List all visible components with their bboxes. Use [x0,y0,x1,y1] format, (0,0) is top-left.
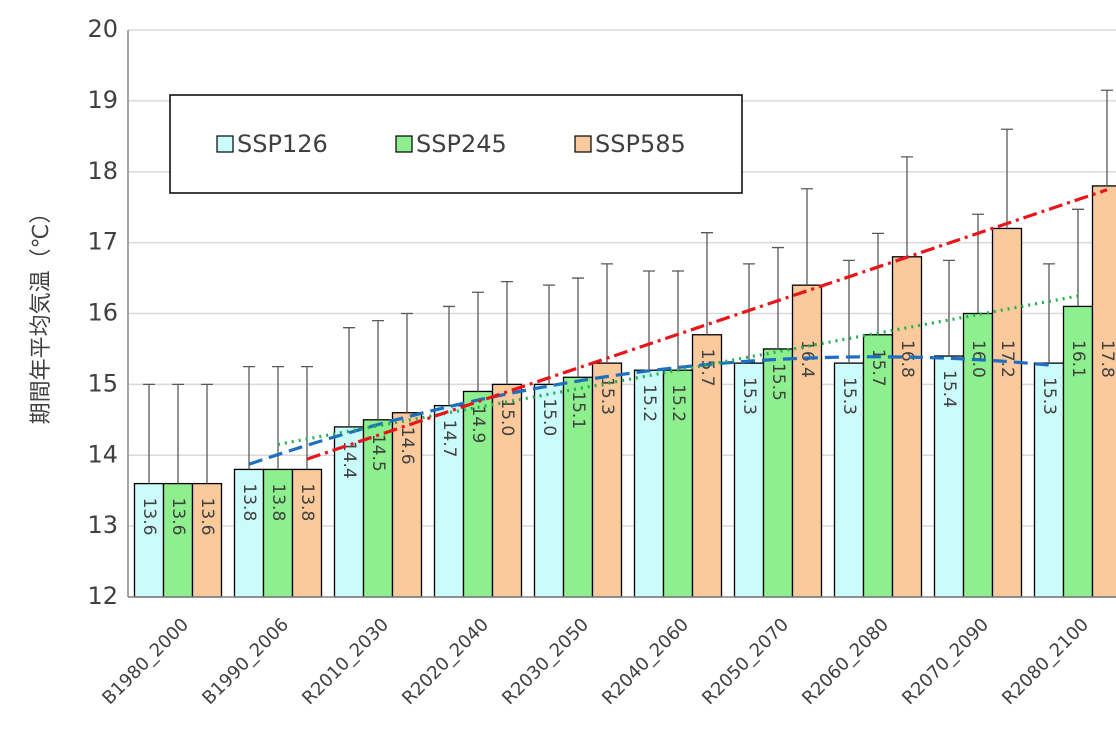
error-bar [901,156,913,257]
bar [391,412,423,598]
error-bar [143,383,155,484]
error-bar [201,383,213,484]
value-label: 14.9 [468,405,488,443]
error-bar [772,246,784,349]
error-bar [1043,263,1055,364]
bar [733,362,765,598]
value-label: 13.6 [197,498,217,536]
error-bar [501,280,513,385]
value-label: 15.7 [697,349,717,387]
bar [191,482,223,598]
value-label: 14.5 [368,434,388,472]
error-bar [672,270,684,371]
value-label: 15.3 [1039,377,1059,415]
value-label: 15.2 [639,384,659,422]
bar [991,227,1023,598]
value-label: 15.1 [568,391,588,429]
legend-box [169,94,743,194]
error-bar [443,305,455,406]
bar [262,468,294,598]
bar [862,334,894,598]
error-bar [943,259,955,357]
error-bar [972,213,984,314]
value-label: 14.7 [439,420,459,458]
error-bar [172,383,184,484]
y-tick-label: 15 [87,369,118,397]
trend-line [277,294,1079,446]
bar [291,468,323,598]
legend-label: SSP126 [237,130,328,158]
error-bar [743,263,755,364]
y-tick-label: 18 [87,157,118,185]
y-tick-label: 17 [87,228,118,256]
error-bar [872,232,884,335]
value-label: 13.8 [268,483,288,521]
error-bar [1001,128,1013,229]
error-bar [801,188,813,286]
error-bar [372,319,384,420]
bar [791,284,823,598]
value-label: 15.0 [497,398,517,436]
error-bar [272,366,284,470]
bar [933,355,965,598]
error-bar [601,263,613,364]
y-tick-label: 16 [87,299,118,327]
error-bar [572,277,584,378]
legend-label: SSP585 [595,130,686,158]
bar [591,362,623,598]
value-label: 13.6 [139,498,159,536]
bar [133,482,165,598]
value-label: 15.3 [739,377,759,415]
y-tick-label: 13 [87,511,118,539]
value-label: 17.8 [1097,340,1116,378]
legend-swatch [574,135,592,153]
error-bar [1101,89,1113,186]
y-tick-label: 12 [87,582,118,610]
bar [1091,185,1116,598]
value-label: 15.7 [868,349,888,387]
y-axis-title: 期間年平均気温（℃） [29,202,54,425]
bars: 13.6 13.8 14.4 14.7 15.0 15.2 15.3 15.3 15.4 15.3… [133,89,1116,598]
legend-swatch [395,135,413,153]
bar [833,362,865,598]
legend-swatch [216,135,234,153]
bar [691,334,723,598]
value-label: 15.0 [539,398,559,436]
value-label: 13.6 [168,498,188,536]
value-label: 13.8 [239,483,259,521]
legend-label: SSP245 [416,130,507,158]
error-bar [401,312,413,413]
value-label: 15.2 [668,384,688,422]
value-label: 15.3 [839,377,859,415]
trend-line [248,355,1050,466]
error-bar [243,366,255,470]
value-label: 17.2 [997,340,1017,378]
y-tick-label: 19 [87,86,118,114]
error-bar [701,232,713,335]
value-label: 14.6 [397,427,417,465]
value-label: 15.4 [939,370,959,408]
error-bar [643,270,655,371]
trend-line [306,188,1108,461]
legend: SSP126 SSP245 SSP585 [216,130,686,158]
value-label: 16.1 [1068,340,1088,378]
value-label: 15.3 [597,377,617,415]
error-bar [343,327,355,427]
value-label: 16.8 [897,340,917,378]
value-label: 15.5 [768,363,788,401]
bar [633,369,665,598]
y-tick-label: 14 [87,440,118,468]
y-tick-label: 20 [87,15,118,43]
bar [433,404,465,598]
value-label: 13.8 [297,483,317,521]
error-bar [301,366,313,470]
error-bar [472,291,484,392]
bar [891,256,923,598]
value-label: 14.4 [339,441,359,479]
error-bar [543,284,555,385]
bar [333,426,365,598]
error-bar [1072,208,1084,307]
